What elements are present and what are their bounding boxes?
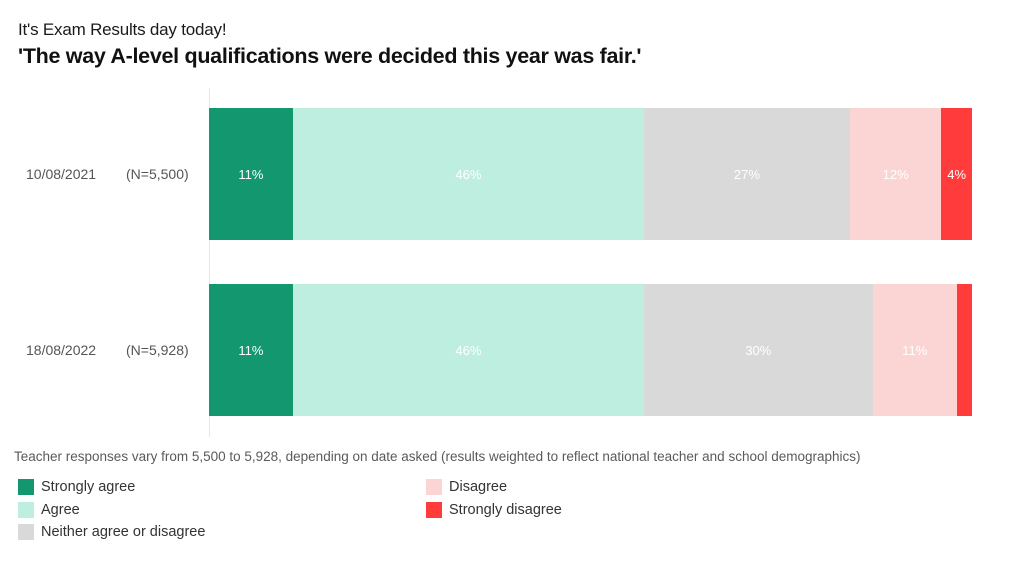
legend-item-strongly-agree: Strongly agree bbox=[18, 479, 135, 495]
legend-item-strongly-disagree: Strongly disagree bbox=[426, 502, 562, 518]
row-date-label: 18/08/2022 bbox=[26, 342, 97, 358]
y-axis-line bbox=[209, 88, 210, 437]
legend-label: Strongly agree bbox=[41, 479, 136, 495]
legend-swatch bbox=[18, 502, 34, 518]
row-date-label: 10/08/2021 bbox=[26, 166, 97, 182]
row-sample-size: (N=5,500) bbox=[126, 166, 189, 182]
segment-strongly-disagree: 4% bbox=[941, 108, 972, 240]
row-sample-size: (N=5,928) bbox=[126, 342, 189, 358]
legend-item-neither: Neither agree or disagree bbox=[18, 524, 205, 540]
segment-strongly-disagree bbox=[956, 284, 972, 416]
footnote: Teacher responses vary from 5,500 to 5,9… bbox=[14, 449, 861, 464]
bar-row-2021: 10/08/2021 (N=5,500) 11% 46% 27% 12% 4% bbox=[0, 108, 1024, 240]
segment-agree: 46% bbox=[292, 284, 644, 416]
chart-title: 'The way A-level qualifications were dec… bbox=[18, 44, 642, 68]
segment-disagree: 12% bbox=[849, 108, 942, 240]
segment-agree: 46% bbox=[292, 108, 644, 240]
segment-neither: 27% bbox=[643, 108, 850, 240]
legend-item-agree: Agree bbox=[18, 502, 80, 518]
legend-swatch bbox=[426, 479, 442, 495]
segment-disagree: 11% bbox=[872, 284, 957, 416]
segment-neither: 30% bbox=[643, 284, 873, 416]
legend-label: Strongly disagree bbox=[449, 502, 562, 518]
chart-subtitle: It's Exam Results day today! bbox=[18, 20, 227, 39]
legend-swatch bbox=[18, 524, 34, 540]
legend-label: Disagree bbox=[449, 479, 508, 495]
segment-strongly-agree: 11% bbox=[209, 284, 293, 416]
legend-label: Agree bbox=[41, 502, 80, 518]
legend-label: Neither agree or disagree bbox=[41, 524, 206, 540]
stacked-bar: 11% 46% 30% 11% bbox=[209, 284, 972, 416]
legend-swatch bbox=[426, 502, 442, 518]
legend-item-disagree: Disagree bbox=[426, 479, 507, 495]
legend-swatch bbox=[18, 479, 34, 495]
stacked-bar: 11% 46% 27% 12% 4% bbox=[209, 108, 972, 240]
segment-strongly-agree: 11% bbox=[209, 108, 293, 240]
bar-row-2022: 18/08/2022 (N=5,928) 11% 46% 30% 11% bbox=[0, 284, 1024, 416]
